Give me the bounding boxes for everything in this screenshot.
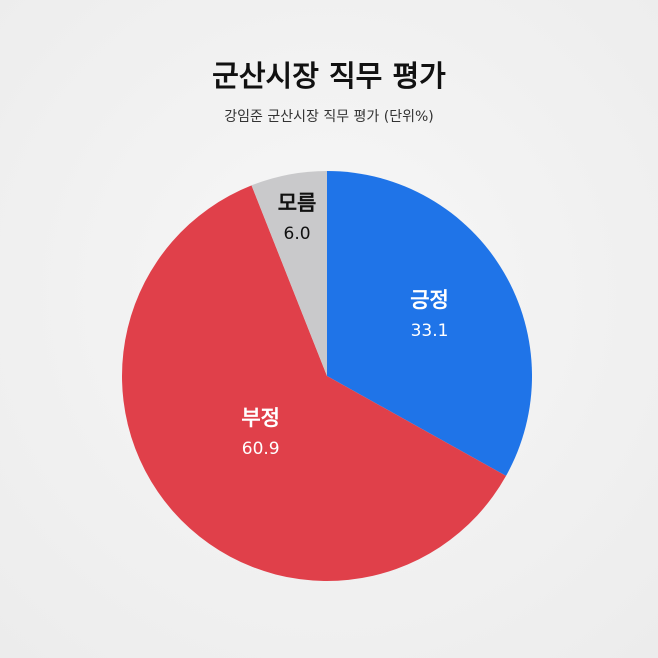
pie-slice bbox=[327, 171, 532, 476]
slice-label: 부정 bbox=[241, 406, 280, 430]
value-label: 60.9 bbox=[242, 439, 280, 459]
chart-subtitle: 강임준 군산시장 직무 평가 (단위%) bbox=[224, 109, 433, 125]
pie-slice bbox=[121, 185, 507, 581]
slice-label: 모름 bbox=[278, 191, 317, 215]
value-label: 33.1 bbox=[411, 321, 449, 341]
value-label: 6.0 bbox=[284, 224, 311, 244]
slice-label: 긍정 bbox=[410, 288, 449, 312]
chart-title: 군산시장 직무 평가 bbox=[212, 59, 446, 93]
pie-slice bbox=[251, 171, 327, 376]
